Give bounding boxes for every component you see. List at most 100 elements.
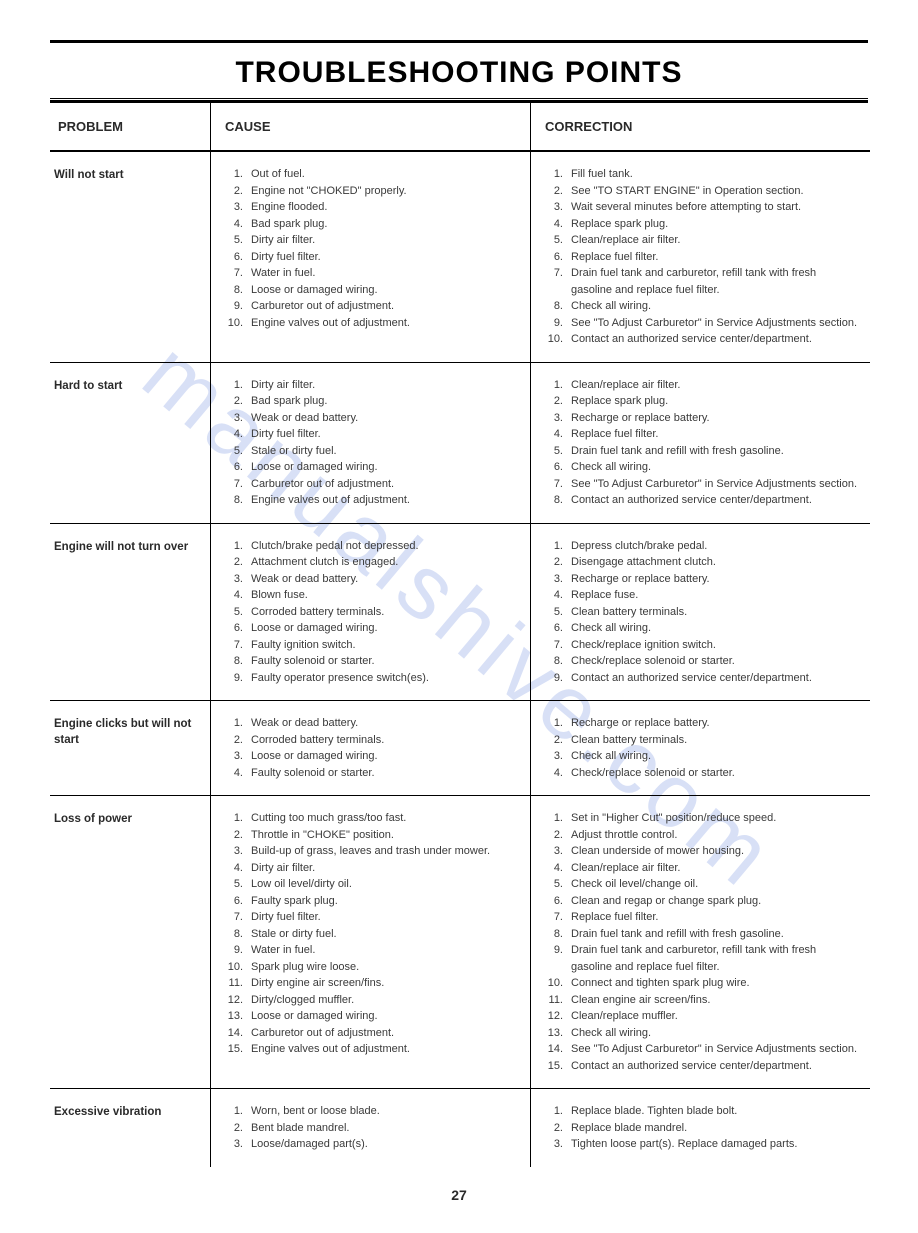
list-number: 1. xyxy=(545,810,567,827)
list-item: Clean engine air screen/fins. xyxy=(571,992,862,1009)
list-number: 6. xyxy=(225,459,247,476)
list-item: Bad spark plug. xyxy=(251,216,522,233)
troubleshooting-table: PROBLEM CAUSE CORRECTION Will not start1… xyxy=(50,100,868,1167)
list-number: 7. xyxy=(545,476,567,493)
list-item: Faulty spark plug. xyxy=(251,893,522,910)
list-number: 14. xyxy=(545,1041,567,1058)
list-item: Clean and regap or change spark plug. xyxy=(571,893,862,910)
list-number: 3. xyxy=(545,410,567,427)
problem-cell: Will not start xyxy=(50,152,210,363)
list-item: Carburetor out of adjustment. xyxy=(251,1025,522,1042)
list-item: Faulty solenoid or starter. xyxy=(251,765,522,782)
header-correction: CORRECTION xyxy=(530,103,870,152)
list-number: 9. xyxy=(545,670,567,687)
list-item: Check all wiring. xyxy=(571,459,862,476)
list-number: 5. xyxy=(545,876,567,893)
list-number: 10. xyxy=(225,959,247,976)
list-item: Wait several minutes before attempting t… xyxy=(571,199,862,216)
list-item: Water in fuel. xyxy=(251,265,522,282)
list-number: 1. xyxy=(225,715,247,732)
list-item: Contact an authorized service center/dep… xyxy=(571,492,862,509)
list-number: 4. xyxy=(545,860,567,877)
list-item: Check all wiring. xyxy=(571,620,862,637)
cause-cell: 1.Dirty air filter.2.Bad spark plug.3.We… xyxy=(210,363,530,524)
cause-cell: 1.Cutting too much grass/too fast.2.Thro… xyxy=(210,796,530,1089)
list-number: 8. xyxy=(545,298,567,315)
list-item: Cutting too much grass/too fast. xyxy=(251,810,522,827)
list-item: Recharge or replace battery. xyxy=(571,715,862,732)
list-item: Replace spark plug. xyxy=(571,393,862,410)
list-item: Dirty fuel filter. xyxy=(251,249,522,266)
list-item: Low oil level/dirty oil. xyxy=(251,876,522,893)
list-number: 8. xyxy=(225,492,247,509)
list-item: Dirty/clogged muffler. xyxy=(251,992,522,1009)
list-number: 4. xyxy=(545,426,567,443)
list-number: 1. xyxy=(225,1103,247,1120)
list-number: 5. xyxy=(225,604,247,621)
list-number: 4. xyxy=(545,216,567,233)
list-number: 15. xyxy=(545,1058,567,1075)
page-content: TROUBLESHOOTING POINTS PROBLEM CAUSE COR… xyxy=(50,40,868,1203)
list-item: See "To Adjust Carburetor" in Service Ad… xyxy=(571,476,862,493)
list-item: Clean underside of mower housing. xyxy=(571,843,862,860)
list-item: Recharge or replace battery. xyxy=(571,410,862,427)
list-number: 1. xyxy=(545,1103,567,1120)
list-number: 7. xyxy=(545,637,567,654)
list-item: Replace fuse. xyxy=(571,587,862,604)
list-item: Check all wiring. xyxy=(571,748,862,765)
list-number: 3. xyxy=(545,1136,567,1153)
list-item: Drain fuel tank and carburetor, refill t… xyxy=(571,265,862,298)
list-number: 5. xyxy=(225,232,247,249)
list-item: Disengage attachment clutch. xyxy=(571,554,862,571)
list-number: 13. xyxy=(225,1008,247,1025)
list-number: 9. xyxy=(545,942,567,975)
header-cause: CAUSE xyxy=(210,103,530,152)
list-number: 13. xyxy=(545,1025,567,1042)
list-item: Check/replace solenoid or starter. xyxy=(571,653,862,670)
cause-cell: 1.Worn, bent or loose blade.2.Bent blade… xyxy=(210,1089,530,1167)
list-number: 5. xyxy=(225,876,247,893)
cause-cell: 1.Out of fuel.2.Engine not "CHOKED" prop… xyxy=(210,152,530,363)
list-number: 8. xyxy=(225,653,247,670)
list-item: Clean/replace air filter. xyxy=(571,232,862,249)
list-number: 4. xyxy=(545,587,567,604)
list-item: Loose or damaged wiring. xyxy=(251,620,522,637)
list-number: 1. xyxy=(545,166,567,183)
list-number: 5. xyxy=(545,604,567,621)
list-number: 6. xyxy=(545,893,567,910)
list-number: 3. xyxy=(225,199,247,216)
list-number: 3. xyxy=(545,571,567,588)
list-item: Dirty fuel filter. xyxy=(251,426,522,443)
list-item: Loose or damaged wiring. xyxy=(251,459,522,476)
list-item: Blown fuse. xyxy=(251,587,522,604)
list-item: Build-up of grass, leaves and trash unde… xyxy=(251,843,522,860)
page-title: TROUBLESHOOTING POINTS xyxy=(50,46,868,98)
list-number: 12. xyxy=(545,1008,567,1025)
list-number: 6. xyxy=(545,249,567,266)
list-item: Check/replace ignition switch. xyxy=(571,637,862,654)
list-item: Loose or damaged wiring. xyxy=(251,748,522,765)
list-item: Contact an authorized service center/dep… xyxy=(571,670,862,687)
list-number: 9. xyxy=(545,315,567,332)
list-number: 2. xyxy=(545,1120,567,1137)
list-number: 5. xyxy=(225,443,247,460)
list-number: 10. xyxy=(545,331,567,348)
list-number: 2. xyxy=(225,393,247,410)
list-item: Check/replace solenoid or starter. xyxy=(571,765,862,782)
list-item: Loose or damaged wiring. xyxy=(251,1008,522,1025)
list-number: 9. xyxy=(225,298,247,315)
problem-cell: Excessive vibration xyxy=(50,1089,210,1167)
list-item: Dirty air filter. xyxy=(251,860,522,877)
list-number: 1. xyxy=(545,715,567,732)
list-item: Set in "Higher Cut" position/reduce spee… xyxy=(571,810,862,827)
correction-cell: 1.Set in "Higher Cut" position/reduce sp… xyxy=(530,796,870,1089)
list-item: Corroded battery terminals. xyxy=(251,732,522,749)
cause-cell: 1.Weak or dead battery.2.Corroded batter… xyxy=(210,701,530,796)
list-item: Weak or dead battery. xyxy=(251,715,522,732)
list-item: Replace fuel filter. xyxy=(571,909,862,926)
list-item: Recharge or replace battery. xyxy=(571,571,862,588)
header-problem: PROBLEM xyxy=(50,103,210,152)
correction-cell: 1.Replace blade. Tighten blade bolt.2.Re… xyxy=(530,1089,870,1167)
list-item: Clean battery terminals. xyxy=(571,732,862,749)
list-item: Dirty air filter. xyxy=(251,232,522,249)
